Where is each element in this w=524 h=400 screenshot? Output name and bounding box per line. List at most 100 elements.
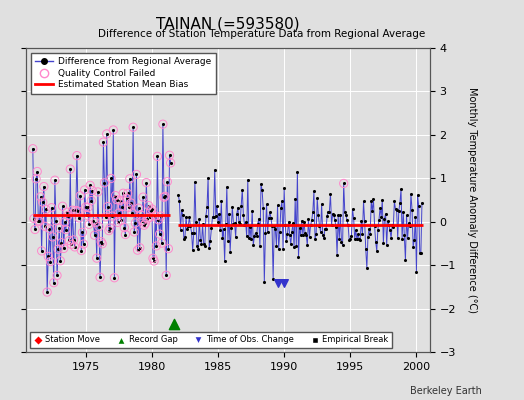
Point — [83, 212, 91, 218]
Point — [66, 166, 74, 172]
Point — [35, 218, 43, 224]
Point — [48, 234, 57, 240]
Point — [386, 227, 394, 234]
Point — [270, 223, 278, 229]
Point — [308, 217, 316, 223]
Point — [231, 220, 239, 226]
Point — [227, 225, 235, 231]
Point — [69, 237, 78, 243]
Point — [412, 269, 421, 276]
Point — [45, 226, 53, 232]
Point — [250, 233, 258, 239]
Point — [143, 216, 151, 222]
Point — [100, 180, 108, 186]
Point — [116, 198, 124, 204]
Point — [133, 247, 141, 253]
Point — [344, 222, 352, 228]
Point — [402, 212, 411, 219]
Point — [340, 180, 348, 187]
Point — [320, 235, 328, 242]
Point — [177, 226, 185, 233]
Point — [256, 243, 264, 249]
Point — [303, 242, 311, 248]
Point — [356, 236, 364, 243]
Point — [124, 190, 132, 196]
Point — [298, 217, 306, 224]
Point — [68, 207, 77, 214]
Point — [35, 218, 43, 224]
Point — [324, 208, 332, 215]
Point — [132, 171, 140, 178]
Point — [47, 204, 56, 211]
Point — [291, 196, 299, 202]
Point — [167, 160, 175, 166]
Point — [374, 227, 382, 233]
Point — [195, 216, 203, 222]
Point — [108, 213, 116, 219]
Point — [61, 219, 69, 225]
Point — [72, 207, 80, 214]
Point — [359, 198, 368, 205]
Point — [300, 219, 308, 226]
Point — [414, 202, 423, 209]
Point — [180, 236, 188, 242]
Point — [164, 246, 172, 252]
Point — [120, 224, 128, 231]
Point — [247, 236, 255, 242]
Point — [127, 200, 135, 206]
Point — [44, 253, 52, 260]
Point — [417, 250, 425, 257]
Point — [67, 241, 75, 248]
Point — [33, 168, 41, 175]
Point — [43, 289, 51, 295]
Point — [58, 203, 67, 210]
Point — [221, 257, 229, 264]
Point — [53, 272, 61, 279]
Point — [319, 232, 327, 238]
Point — [110, 274, 118, 281]
Point — [237, 202, 245, 209]
Point — [48, 234, 57, 240]
Point — [137, 212, 145, 218]
Point — [152, 243, 160, 249]
Point — [106, 225, 114, 231]
Point — [74, 208, 82, 214]
Point — [277, 205, 285, 211]
Point — [135, 205, 143, 211]
Point — [89, 217, 97, 224]
Point — [62, 226, 70, 233]
Point — [95, 224, 103, 230]
Point — [114, 219, 122, 226]
Y-axis label: Monthly Temperature Anomaly Difference (°C): Monthly Temperature Anomaly Difference (… — [467, 87, 477, 313]
Point — [133, 247, 141, 253]
Point — [226, 249, 234, 255]
Point — [376, 205, 384, 211]
Point — [31, 226, 39, 233]
Point — [345, 237, 353, 243]
Point — [293, 168, 302, 175]
Point — [267, 214, 275, 221]
Point — [228, 204, 236, 210]
Point — [381, 210, 390, 217]
Point — [82, 204, 90, 210]
Point — [307, 222, 315, 228]
Point — [156, 231, 164, 237]
Point — [372, 238, 380, 245]
Point — [150, 258, 158, 264]
Text: Berkeley Earth: Berkeley Earth — [410, 386, 482, 396]
Point — [92, 219, 100, 226]
Point — [139, 194, 147, 200]
Point — [263, 201, 271, 208]
Point — [244, 177, 252, 183]
Point — [259, 205, 267, 211]
Point — [120, 224, 128, 231]
Point — [185, 214, 193, 220]
Point — [137, 212, 145, 218]
Point — [121, 231, 129, 238]
Point — [272, 242, 281, 249]
Point — [90, 232, 99, 238]
Point — [79, 241, 88, 247]
Point — [339, 242, 347, 248]
Point — [101, 214, 110, 220]
Point — [118, 204, 126, 210]
